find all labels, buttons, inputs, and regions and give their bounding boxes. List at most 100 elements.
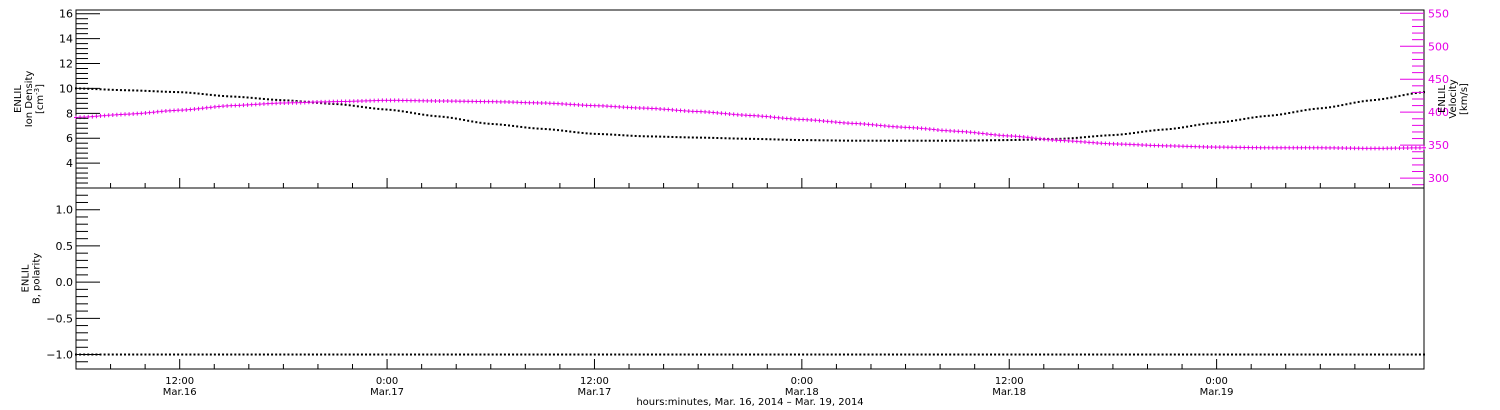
velocity-series-point — [257, 102, 262, 107]
velocity-series-point — [637, 106, 642, 111]
density-series-point — [724, 137, 727, 140]
polarity-series-point — [581, 353, 584, 356]
x-tick-date-label: Mar.16 — [163, 387, 197, 398]
density-series-point — [1308, 108, 1311, 111]
density-series-point — [887, 139, 890, 142]
polarity-series-point — [1047, 353, 1050, 356]
velocity-series-point — [956, 129, 961, 134]
velocity-series-point — [1234, 145, 1239, 150]
density-series-point — [1169, 127, 1172, 130]
velocity-series-point — [1340, 146, 1345, 151]
velocity-series-point — [1189, 144, 1194, 149]
density-series-point — [197, 92, 200, 95]
velocity-series-point — [641, 106, 646, 111]
density-series-point — [373, 107, 376, 110]
polarity-series-point — [622, 353, 625, 356]
polarity-series-point — [340, 353, 343, 356]
density-series-point — [418, 113, 421, 116]
polarity-series-point — [1267, 353, 1270, 356]
polarity-series-point — [479, 353, 482, 356]
velocity-series-point — [1066, 138, 1071, 143]
density-series-point — [659, 135, 662, 138]
velocity-series-point — [972, 130, 977, 135]
velocity-series-point — [551, 101, 556, 106]
velocity-series-point — [1078, 139, 1083, 144]
velocity-series-point — [1119, 142, 1124, 147]
velocity-series-point — [172, 108, 177, 113]
polarity-series-point — [1402, 353, 1405, 356]
polarity-series-point — [1361, 353, 1364, 356]
velocity-series-point — [1295, 145, 1300, 150]
density-series-point — [883, 139, 886, 142]
polarity-series-point — [450, 353, 453, 356]
density-axis-tick-label: 4 — [66, 157, 73, 170]
velocity-series-point — [768, 114, 773, 119]
velocity-series-point — [609, 104, 614, 109]
polarity-series-point — [520, 353, 523, 356]
density-series-point — [1398, 94, 1401, 97]
polarity-series-point — [512, 353, 515, 356]
polarity-series-point — [132, 353, 135, 356]
density-series-point — [365, 106, 368, 109]
velocity-series-point — [1352, 146, 1357, 151]
polarity-series-point — [1304, 353, 1307, 356]
density-series-point — [1386, 97, 1389, 100]
polarity-series-point — [871, 353, 874, 356]
velocity-series-point — [372, 98, 377, 103]
density-series-point — [164, 90, 167, 93]
polarity-series-point — [1329, 353, 1332, 356]
velocity-series-point — [600, 103, 605, 108]
velocity-series-point — [118, 112, 123, 117]
density-series-point — [173, 91, 176, 94]
polarity-series-point — [1177, 353, 1180, 356]
density-series-point — [1124, 132, 1127, 135]
polarity-series-point — [1386, 353, 1389, 356]
polarity-series-point — [234, 353, 237, 356]
density-series-point — [1137, 131, 1140, 134]
velocity-series-point — [1131, 142, 1136, 147]
density-series-point — [1373, 98, 1376, 101]
density-series-point — [1341, 104, 1344, 107]
velocity-series-point — [1213, 145, 1218, 150]
density-series-point — [356, 105, 359, 108]
velocity-series-point — [1095, 140, 1100, 145]
velocity-series-point — [421, 98, 426, 103]
polarity-series-point — [1378, 353, 1381, 356]
polarity-series-point — [740, 353, 743, 356]
velocity-axis-title: ENLIL Velocity [km/s] — [1437, 79, 1470, 118]
density-series-point — [859, 139, 862, 142]
density-series-point — [1365, 99, 1368, 102]
polarity-series-point — [1194, 353, 1197, 356]
polarity-series-point — [1092, 353, 1095, 356]
density-series-point — [156, 90, 159, 93]
velocity-series-point — [1332, 145, 1337, 150]
density-series-point — [271, 98, 274, 101]
velocity-series-point — [596, 103, 601, 108]
velocity-series-point — [899, 125, 904, 130]
velocity-series-point — [1348, 146, 1353, 151]
velocity-series-point — [890, 124, 895, 129]
velocity-series-point — [543, 101, 548, 106]
velocity-series-point — [462, 99, 467, 104]
velocity-series-point — [776, 115, 781, 120]
polarity-series-point — [495, 353, 498, 356]
velocity-series-point — [494, 99, 499, 104]
density-series-point — [818, 139, 821, 142]
density-series-point — [389, 108, 392, 111]
polarity-series-point — [1112, 353, 1115, 356]
polarity-series-point — [1030, 353, 1033, 356]
velocity-series-point — [114, 112, 119, 117]
velocity-series-point — [752, 113, 757, 118]
density-series-point — [1275, 113, 1278, 116]
polarity-series-point — [744, 353, 747, 356]
velocity-series-point — [989, 132, 994, 137]
polarity-series-point — [1165, 353, 1168, 356]
velocity-series-point — [176, 108, 181, 113]
polarity-series-point — [1018, 353, 1021, 356]
velocity-series-point — [895, 124, 900, 129]
polarity-series-point — [471, 353, 474, 356]
velocity-series-point — [408, 98, 413, 103]
density-series-point — [115, 88, 118, 91]
density-series-point — [352, 104, 355, 107]
